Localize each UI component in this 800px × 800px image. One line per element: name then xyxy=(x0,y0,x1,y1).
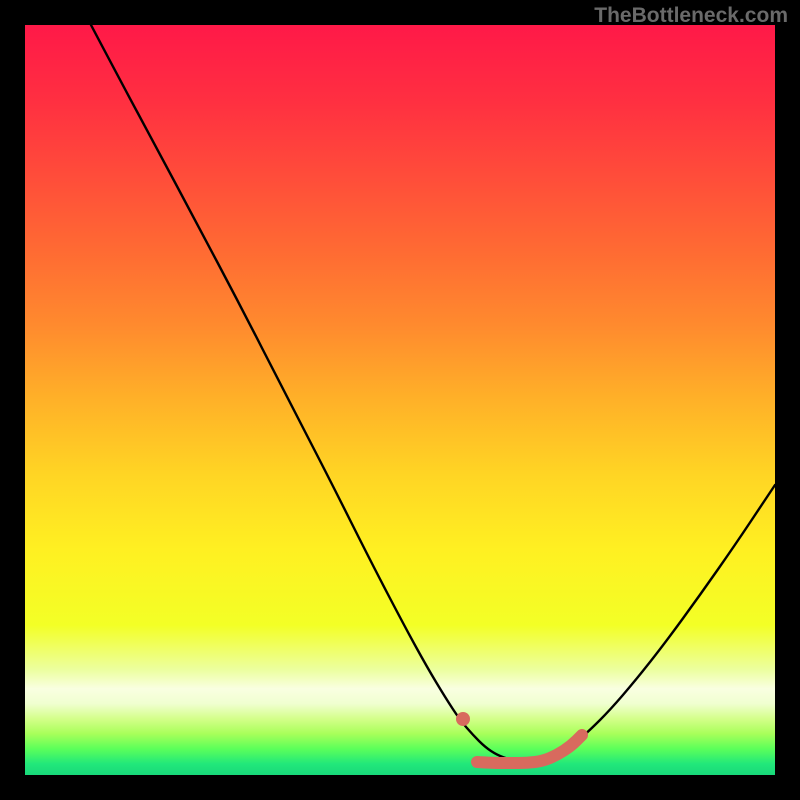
watermark-text: TheBottleneck.com xyxy=(594,4,788,28)
bottleneck-curve xyxy=(91,25,775,762)
plot-area xyxy=(25,25,775,775)
optimal-range-highlight xyxy=(477,735,582,763)
highlight-dot xyxy=(456,712,470,726)
chart-curves xyxy=(25,25,775,775)
